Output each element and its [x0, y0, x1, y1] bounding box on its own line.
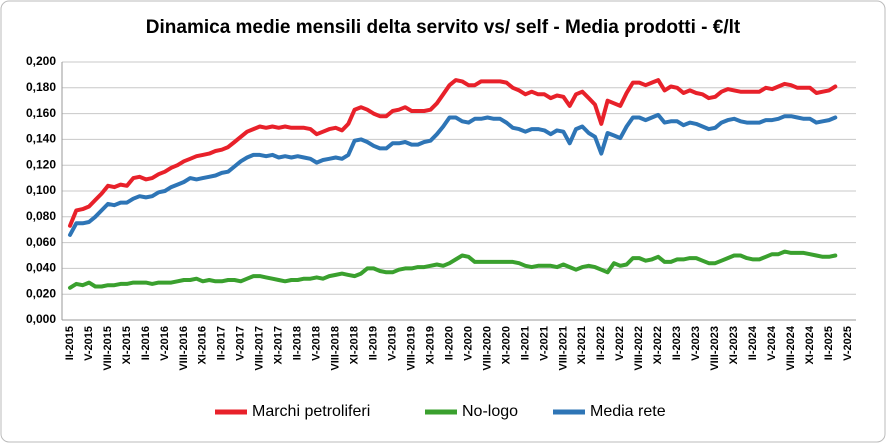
- x-tick-label: II-2023: [671, 326, 683, 360]
- x-tick-label: XI-2018: [349, 326, 361, 365]
- x-tick-label: V-2024: [766, 325, 778, 361]
- x-tick-label: VIII-2017: [254, 326, 266, 371]
- x-tick-label: II-2025: [823, 326, 835, 360]
- x-tick-label: V-2018: [311, 326, 323, 361]
- x-tick-label: XI-2021: [576, 326, 588, 365]
- y-tick-label: 0,200: [26, 54, 56, 68]
- x-tick-label: VIII-2019: [405, 326, 417, 371]
- x-tick-label: II-2021: [519, 326, 531, 360]
- x-tick-label: V-2016: [159, 326, 171, 361]
- y-tick-label: 0,040: [26, 261, 56, 275]
- x-tick-label: V-2023: [690, 326, 702, 361]
- x-tick-label: VIII-2022: [633, 326, 645, 371]
- y-tick-label: 0,140: [26, 132, 56, 146]
- x-tick-label: V-2022: [614, 326, 626, 361]
- x-tick-label: II-2016: [140, 326, 152, 360]
- x-tick-label: XI-2022: [652, 326, 664, 365]
- legend-label: Media rete: [590, 403, 666, 420]
- y-tick-label: 0,000: [26, 312, 56, 326]
- chart-title: Dinamica medie mensili delta servito vs/…: [146, 17, 741, 38]
- x-tick-label: V-2017: [235, 326, 247, 361]
- x-tick-label: VIII-2020: [481, 326, 493, 371]
- legend-label: Marchi petroliferi: [252, 403, 370, 420]
- x-tick-label: VIII-2016: [178, 326, 190, 371]
- series-line: [68, 249, 838, 290]
- y-tick-label: 0,020: [26, 286, 56, 300]
- series-line: [68, 78, 838, 228]
- x-tick-label: II-2024: [747, 325, 759, 360]
- x-tick-label: VIII-2015: [102, 326, 114, 371]
- x-tick-label: XI-2024: [804, 325, 816, 364]
- x-tick-label: V-2015: [83, 326, 95, 361]
- x-tick-label: VIII-2024: [785, 325, 797, 371]
- x-tick-label: VIII-2023: [709, 326, 721, 371]
- x-tick-label: V-2020: [462, 326, 474, 361]
- x-tick-label: II-2018: [292, 326, 304, 360]
- x-tick-label: XI-2020: [500, 326, 512, 365]
- x-tick-label: II-2017: [216, 326, 228, 360]
- x-tick-label: II-2015: [64, 326, 76, 360]
- x-tick-label: V-2021: [538, 326, 550, 361]
- x-tick-label: II-2020: [443, 326, 455, 360]
- x-tick-label: VIII-2018: [330, 326, 342, 371]
- y-tick-label: 0,060: [26, 235, 56, 249]
- x-tick-label: XI-2019: [424, 326, 436, 365]
- x-tick-label: VIII-2021: [557, 326, 569, 371]
- x-tick-label: II-2022: [595, 326, 607, 360]
- y-tick-label: 0,180: [26, 80, 56, 94]
- y-tick-label: 0,160: [26, 106, 56, 120]
- series-line: [68, 112, 838, 237]
- y-tick-label: 0,120: [26, 157, 56, 171]
- x-tick-label: XI-2015: [121, 326, 133, 365]
- x-tick-label: XI-2016: [197, 326, 209, 365]
- y-tick-label: 0,080: [26, 209, 56, 223]
- y-tick-label: 0,100: [26, 183, 56, 197]
- x-tick-label: V-2025: [842, 326, 854, 361]
- x-tick-label: XI-2017: [273, 326, 285, 365]
- x-tick-label: V-2019: [386, 326, 398, 361]
- legend-label: No-logo: [462, 403, 518, 420]
- x-tick-label: XI-2023: [728, 326, 740, 365]
- x-tick-label: II-2019: [368, 326, 380, 360]
